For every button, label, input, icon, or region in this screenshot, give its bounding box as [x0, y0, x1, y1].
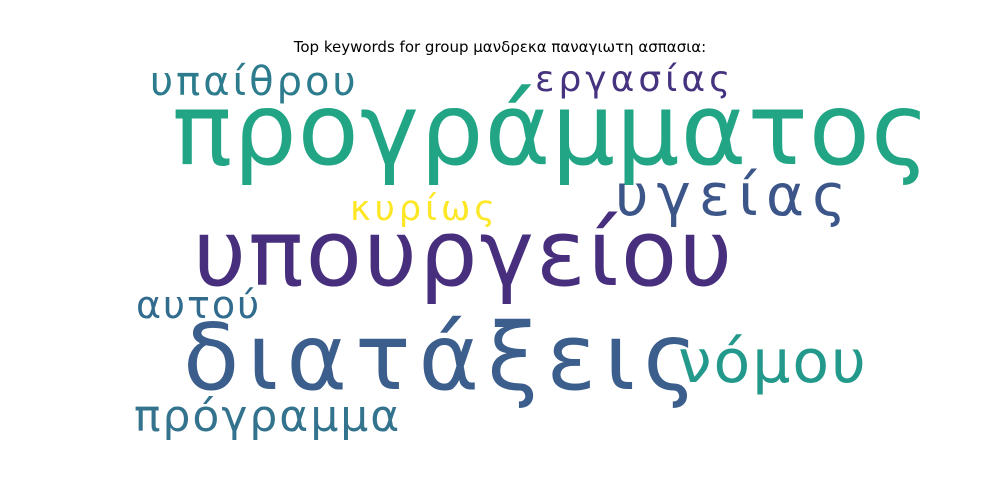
word-aytou: αυτού: [136, 283, 262, 327]
word-nomou: νόμου: [678, 327, 868, 397]
word-diataxeis: διατάξεις: [183, 304, 706, 411]
word-ypourgeiou: υπουργείου: [193, 200, 735, 307]
word-ergasias: εργασίας: [535, 59, 735, 100]
word-programma: πρόγραμμα: [134, 391, 402, 442]
cloud-title: Top keywords for group μανδρεκα παναγιωτ…: [293, 38, 707, 56]
word-kyrios: κυρίως: [350, 189, 499, 229]
word-programmatos: προγράμματος: [172, 71, 931, 188]
word-ypaithrou: υπαίθρου: [150, 59, 359, 105]
word-ygeias: υγείας: [615, 161, 855, 229]
